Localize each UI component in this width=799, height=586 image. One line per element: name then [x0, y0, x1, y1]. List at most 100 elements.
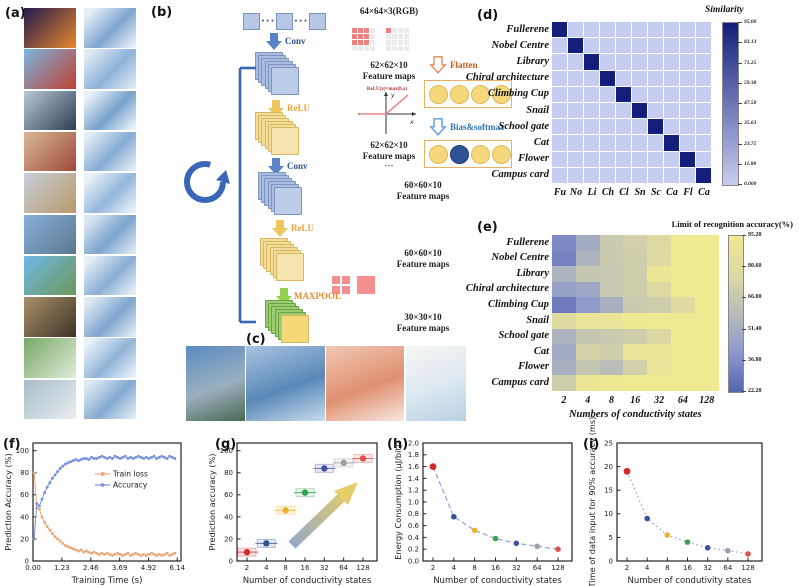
e-row-label: Cat: [533, 345, 549, 357]
legend-label: Accuracy: [113, 481, 148, 490]
processed-tile-climbing-cup: [84, 173, 136, 213]
d-cell: [584, 151, 599, 167]
data-point: [471, 527, 478, 534]
marker: [87, 458, 91, 462]
e-cell: [552, 235, 576, 251]
d-cell: [552, 38, 567, 54]
d-colorbar-tick: 35.63: [744, 120, 757, 127]
y-tick-label: 20: [604, 463, 613, 471]
x-tick-label: 3.69: [112, 564, 128, 572]
d-cell: [680, 135, 695, 151]
e-cell: [599, 250, 624, 267]
marker: [103, 455, 107, 459]
d-cell: [632, 135, 647, 151]
marker: [129, 554, 132, 557]
d-cell: [600, 151, 615, 167]
d-cell: [664, 119, 679, 135]
d-row-label: Flower: [518, 153, 549, 165]
photo-tile-climbing-cup: [24, 173, 76, 213]
e-colorbar-tickmark: [742, 297, 746, 299]
d-cell: [568, 167, 583, 183]
marker: [32, 537, 36, 541]
d-colorbar-tickmark: [738, 103, 742, 104]
d-cell: [568, 103, 583, 119]
neuron: [471, 85, 490, 104]
e-cell: [599, 297, 624, 313]
e-cell: [694, 266, 719, 282]
data-point: [684, 539, 691, 545]
x-axis-label: Number of condutivity states: [628, 576, 752, 586]
marker: [103, 553, 106, 556]
y-tick-label: 60: [20, 491, 29, 499]
input-square: [243, 13, 260, 30]
e-cell: [694, 359, 719, 376]
x-tick-label: 16: [683, 564, 692, 572]
d-cell: [696, 119, 711, 135]
marker: [92, 550, 96, 554]
d-colorbar-tick: 47.50: [744, 100, 757, 106]
marker: [37, 504, 41, 508]
input-dots: ···: [261, 16, 276, 27]
marker: [137, 553, 140, 556]
conv-label: Conv: [285, 36, 306, 46]
e-cell: [671, 266, 695, 282]
marker: [53, 535, 57, 539]
d-colorbar: [722, 22, 739, 186]
marker: [123, 454, 127, 458]
neuron: [429, 85, 448, 104]
e-col-label: 32: [654, 395, 665, 406]
relu-label: ReLU: [291, 223, 314, 233]
y-tick-label: 15: [604, 487, 613, 495]
d-cell: [648, 38, 663, 54]
marker: [118, 456, 122, 460]
d-row-label: Campus card: [491, 169, 549, 181]
x-tick-label: 2: [431, 564, 435, 572]
marker: [71, 459, 75, 463]
e-colorbar-tick: 36.80: [748, 356, 762, 363]
marker: [32, 471, 36, 475]
e-cell: [599, 281, 624, 298]
processed-tile-nobel-centre: [84, 49, 136, 89]
d-cell: [696, 103, 711, 119]
flatten-label: Flatten: [450, 60, 478, 70]
neuron: [471, 145, 490, 164]
processed-tile-snail: [84, 214, 136, 254]
stack-layer: [271, 66, 299, 95]
x-tick-label: 4: [264, 564, 269, 572]
e-row-label: Chiral architecture: [465, 283, 549, 295]
marker: [69, 460, 73, 464]
input-square: [276, 13, 293, 30]
x-tick-label: 0.00: [25, 564, 41, 572]
e-cell: [552, 359, 576, 376]
c-tile-snail-photo: [186, 346, 245, 421]
marker: [124, 553, 127, 556]
marker: [168, 454, 172, 458]
e-col-label: 4: [585, 395, 591, 406]
y-tick-label: 20: [20, 535, 29, 543]
d-col-label: Ca: [666, 187, 678, 198]
x-tick-label: 64: [533, 564, 542, 572]
d-cell: [696, 86, 711, 102]
y-tick-label: 5: [609, 534, 613, 542]
e-cell: [671, 375, 695, 391]
relu-activation-plot: ReLU(x)=max(0,x) y x: [358, 87, 416, 134]
d-cell: [600, 167, 615, 183]
e-colorbar: [728, 235, 744, 393]
e-row-label: Campus card: [491, 376, 549, 388]
d-cell: [648, 135, 663, 151]
relu-arrow-icon: [268, 100, 284, 117]
e-col-label: 16: [630, 395, 641, 406]
trend-arrow-head: [334, 482, 358, 505]
fm-dots: ···: [384, 161, 394, 171]
marker: [170, 553, 174, 556]
x-axis-label: Number of conductivity states: [433, 576, 562, 586]
e-colorbar-tick: 51.40: [748, 325, 762, 332]
kernel-cell: [358, 46, 363, 51]
maxpool-label: MAXPOOL: [294, 291, 341, 301]
e-cell: [575, 359, 600, 376]
d-colorbar-tick: 83.13: [744, 39, 757, 46]
y-tick-label: 0: [609, 557, 613, 565]
kernel-cell: [370, 28, 375, 33]
panel-letter: (i): [583, 437, 599, 452]
d-cell-diagonal: [552, 22, 567, 38]
